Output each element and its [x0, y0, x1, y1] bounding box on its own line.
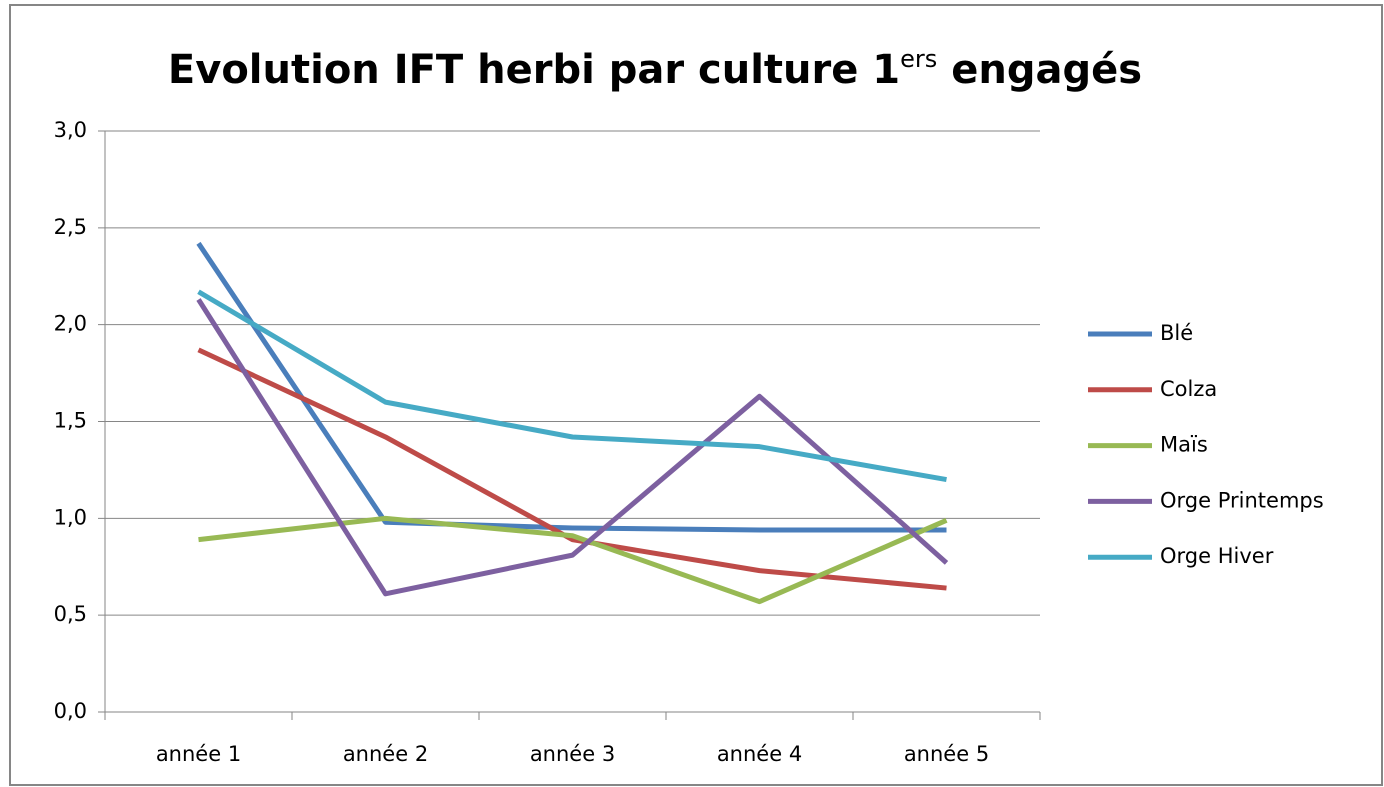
y-tick-label: 0,5 — [54, 602, 87, 626]
title-main: Evolution IFT herbi par culture 1 — [168, 47, 900, 93]
series-line — [196, 298, 949, 597]
series-line — [197, 289, 947, 483]
legend-label: Orge Hiver — [1160, 544, 1274, 568]
x-tick-label: année 1 — [156, 742, 241, 766]
series-line — [196, 241, 947, 533]
title-superscript: ers — [900, 45, 937, 73]
chart-title: Evolution IFT herbi par culture 1ers enga… — [168, 45, 1142, 93]
x-tick-label: année 5 — [904, 742, 989, 766]
x-tick-label: année 4 — [717, 742, 802, 766]
y-tick-label: 2,0 — [54, 312, 87, 336]
legend-label: Colza — [1160, 377, 1217, 401]
series-line — [198, 515, 948, 605]
legend-label: Blé — [1160, 321, 1193, 345]
y-tick-label: 3,0 — [54, 118, 87, 142]
y-tick-label: 0,0 — [54, 699, 87, 723]
legend-label: Orge Printemps — [1160, 488, 1324, 512]
title-end: engagés — [951, 47, 1142, 93]
y-tick-label: 2,5 — [54, 215, 87, 239]
x-tick-label: année 2 — [343, 742, 428, 766]
chart-frame — [9, 4, 1383, 786]
legend-label: Maïs — [1160, 433, 1208, 457]
y-tick-label: 1,5 — [54, 409, 87, 433]
y-tick-label: 1,0 — [54, 505, 87, 529]
x-tick-label: année 3 — [530, 742, 615, 766]
